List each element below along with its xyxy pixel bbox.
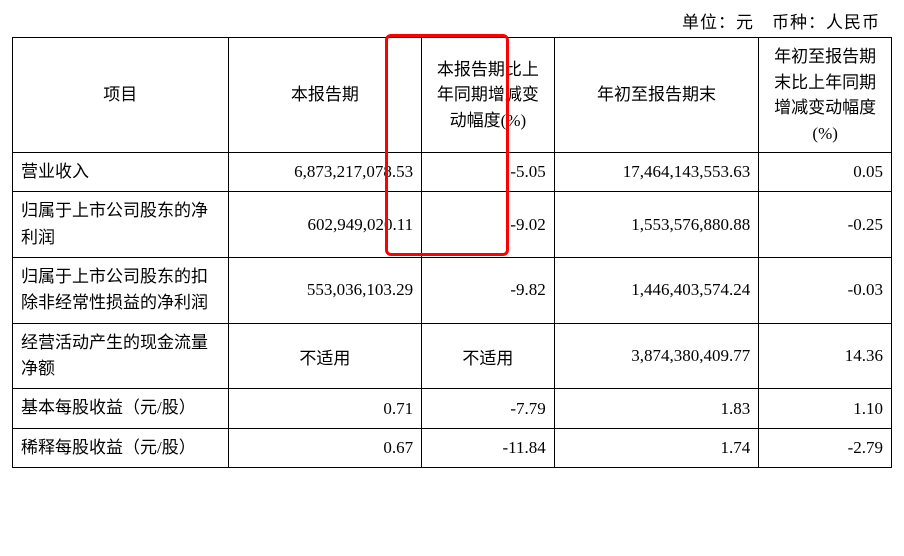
cell-r4: 17,464,143,553.63 — [554, 153, 759, 192]
col-header-ytd-change: 年初至报告期末比上年同期增减变动幅度(%) — [759, 38, 892, 153]
cell-r3: -11.84 — [422, 428, 555, 467]
table-row: 营业收入6,873,217,078.53-5.0517,464,143,553.… — [13, 153, 892, 192]
financial-table: 项目 本报告期 本报告期比上年同期增减变动幅度(%) 年初至报告期末 年初至报告… — [12, 37, 892, 468]
row-label: 稀释每股收益（元/股） — [13, 428, 229, 467]
cell-r3: -7.79 — [422, 389, 555, 428]
table-row: 稀释每股收益（元/股）0.67-11.841.74-2.79 — [13, 428, 892, 467]
cell-r4: 1,553,576,880.88 — [554, 192, 759, 258]
table-row: 经营活动产生的现金流量净额不适用不适用3,874,380,409.7714.36 — [13, 323, 892, 389]
cell-r5: -2.79 — [759, 428, 892, 467]
table-row: 归属于上市公司股东的扣除非经常性损益的净利润553,036,103.29-9.8… — [13, 258, 892, 324]
cell-r3: -9.02 — [422, 192, 555, 258]
cell-r4: 1.83 — [554, 389, 759, 428]
cell-r5: 1.10 — [759, 389, 892, 428]
cell-r5: 14.36 — [759, 323, 892, 389]
cell-r2: 0.67 — [228, 428, 421, 467]
table-header-row: 项目 本报告期 本报告期比上年同期增减变动幅度(%) 年初至报告期末 年初至报告… — [13, 38, 892, 153]
row-label: 归属于上市公司股东的净利润 — [13, 192, 229, 258]
row-label: 归属于上市公司股东的扣除非经常性损益的净利润 — [13, 258, 229, 324]
col-header-item: 项目 — [13, 38, 229, 153]
cell-r2: 602,949,020.11 — [228, 192, 421, 258]
cell-r5: -0.25 — [759, 192, 892, 258]
cell-r4: 3,874,380,409.77 — [554, 323, 759, 389]
col-header-period: 本报告期 — [228, 38, 421, 153]
cell-r3: -5.05 — [422, 153, 555, 192]
cell-r5: 0.05 — [759, 153, 892, 192]
col-header-ytd: 年初至报告期末 — [554, 38, 759, 153]
table-row: 基本每股收益（元/股）0.71-7.791.831.10 — [13, 389, 892, 428]
cell-r2: 553,036,103.29 — [228, 258, 421, 324]
row-label: 营业收入 — [13, 153, 229, 192]
cell-r2: 不适用 — [228, 323, 421, 389]
cell-r4: 1.74 — [554, 428, 759, 467]
cell-r3: 不适用 — [422, 323, 555, 389]
table-row: 归属于上市公司股东的净利润602,949,020.11-9.021,553,57… — [13, 192, 892, 258]
col-header-change: 本报告期比上年同期增减变动幅度(%) — [422, 38, 555, 153]
cell-r3: -9.82 — [422, 258, 555, 324]
row-label: 经营活动产生的现金流量净额 — [13, 323, 229, 389]
cell-r4: 1,446,403,574.24 — [554, 258, 759, 324]
cell-r2: 0.71 — [228, 389, 421, 428]
cell-r5: -0.03 — [759, 258, 892, 324]
unit-label: 单位：元 币种：人民币 — [12, 8, 892, 33]
row-label: 基本每股收益（元/股） — [13, 389, 229, 428]
cell-r2: 6,873,217,078.53 — [228, 153, 421, 192]
